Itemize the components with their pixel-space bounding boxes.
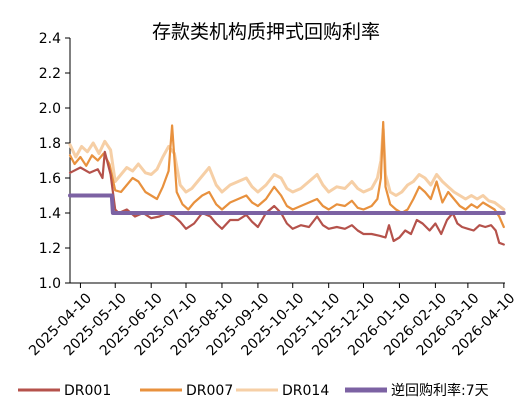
series-line-2 — [68, 127, 506, 211]
legend-label: DR007 — [186, 383, 233, 399]
series-line-3 — [68, 193, 506, 215]
y-tick-label: 1.0 — [39, 276, 61, 292]
y-tick-label: 2.4 — [39, 31, 61, 47]
y-tick-label: 2.2 — [39, 66, 61, 82]
y-tick-label: 1.4 — [39, 206, 61, 222]
legend-label: DR001 — [64, 383, 111, 399]
legend-label: DR014 — [282, 383, 329, 399]
y-tick-label: 2.0 — [39, 101, 61, 117]
series-layer — [68, 120, 506, 246]
y-tick-label: 1.8 — [39, 136, 61, 152]
y-tick-label: 1.6 — [39, 171, 61, 187]
series-line-1 — [68, 120, 505, 229]
chart-title: 存款类机构质押式回购利率 — [152, 21, 380, 43]
y-tick-label: 1.2 — [39, 241, 61, 257]
legend-label: 逆回购利率:7天 — [391, 382, 489, 399]
legend: DR001 DR007 DR014 逆回购利率:7天 — [18, 382, 489, 399]
